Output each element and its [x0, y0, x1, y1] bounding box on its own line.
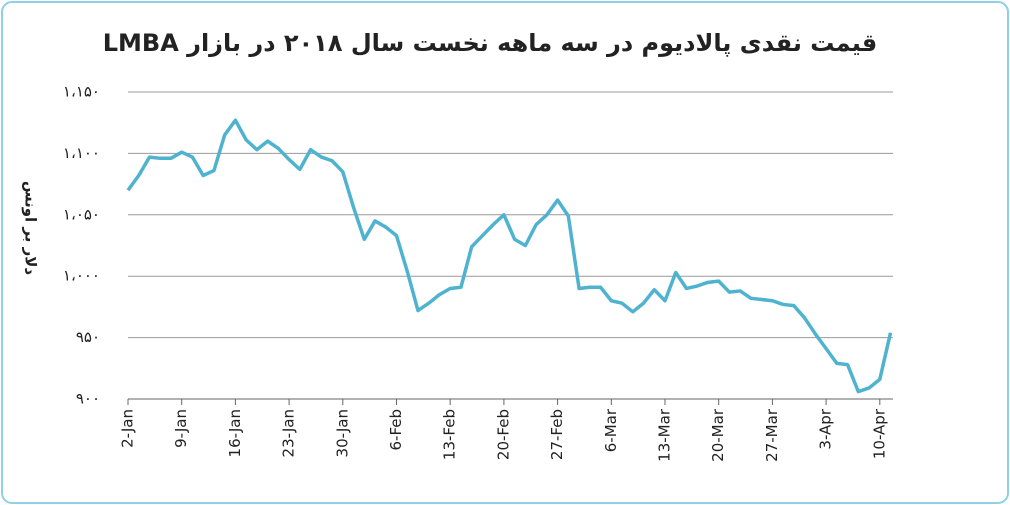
x-tick-label: 13-Mar [656, 408, 674, 462]
y-tick-label: ۱،۱۵۰ [63, 83, 100, 101]
x-tick-label: 16-Jan [226, 409, 244, 457]
y-axis-label: دلار بر اونس [22, 181, 40, 276]
y-tick-label: ۱،۰۵۰ [63, 205, 100, 223]
x-tick-label: 9-Jan [172, 409, 190, 448]
x-tick-label: 10-Apr [870, 408, 888, 459]
x-tick-label: 27-Feb [548, 409, 566, 460]
x-tick-label: 27-Mar [763, 408, 781, 462]
y-tick-label: ۱،۰۰۰ [63, 267, 100, 285]
x-tick-label: 30-Jan [333, 409, 351, 457]
y-tick-label: ۹۰۰ [76, 390, 100, 408]
x-tick-label: 20-Feb [494, 409, 512, 460]
chart-title: قیمت نقدی پالادیوم در سه ماهه نخست سال ۲… [103, 29, 878, 57]
x-tick-label: 2-Jan [119, 409, 137, 448]
price-line [126, 118, 893, 394]
x-tick-label: 6-Mar [602, 408, 620, 452]
x-tick-label: 3-Apr [817, 408, 835, 449]
x-tick-label: 20-Mar [709, 408, 727, 462]
x-tick-label: 6-Feb [387, 409, 405, 451]
y-tick-label: ۱،۱۰۰ [63, 144, 100, 162]
y-tick-label: ۹۵۰ [76, 328, 100, 346]
x-tick-label: 23-Jan [280, 409, 298, 457]
x-tick-label: 13-Feb [441, 409, 459, 460]
